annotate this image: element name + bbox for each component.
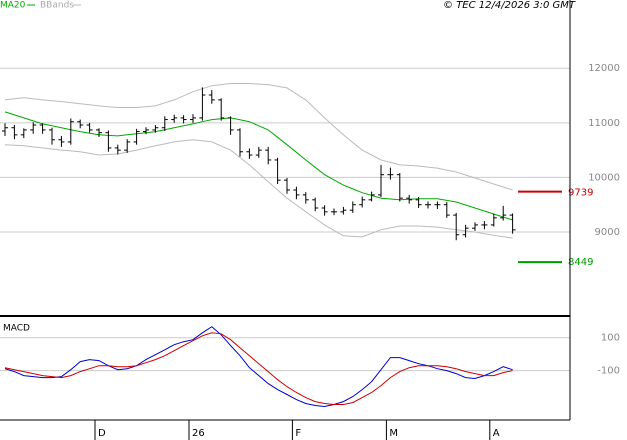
legend-ma20: MA20 — [0, 1, 26, 11]
source: © TEC 12/4/2026 3:0 GMT — [443, 0, 576, 11]
x-tick-label: 26 — [192, 428, 205, 439]
level-label: 9739 — [568, 188, 593, 199]
macd-title: MACD — [3, 324, 30, 334]
y-tick-label: -100 — [597, 366, 620, 377]
y-tick-label: 9000 — [595, 227, 620, 238]
x-tick-label: M — [389, 428, 398, 439]
band-lower — [4, 139, 513, 239]
y-tick-label: 100 — [601, 333, 620, 344]
band-upper — [4, 83, 513, 191]
legend-bbands: BBands — [40, 1, 74, 11]
y-tick-label: 10000 — [588, 172, 620, 183]
level-label: 8449 — [568, 257, 593, 268]
x-tick-label: A — [493, 428, 500, 439]
ma-line — [4, 111, 513, 221]
y-tick-label: 12000 — [588, 63, 620, 74]
x-tick-label: D — [98, 428, 106, 439]
x-tick-label: F — [295, 428, 301, 439]
macd-line — [4, 332, 513, 405]
y-tick-label: 11000 — [588, 118, 620, 129]
